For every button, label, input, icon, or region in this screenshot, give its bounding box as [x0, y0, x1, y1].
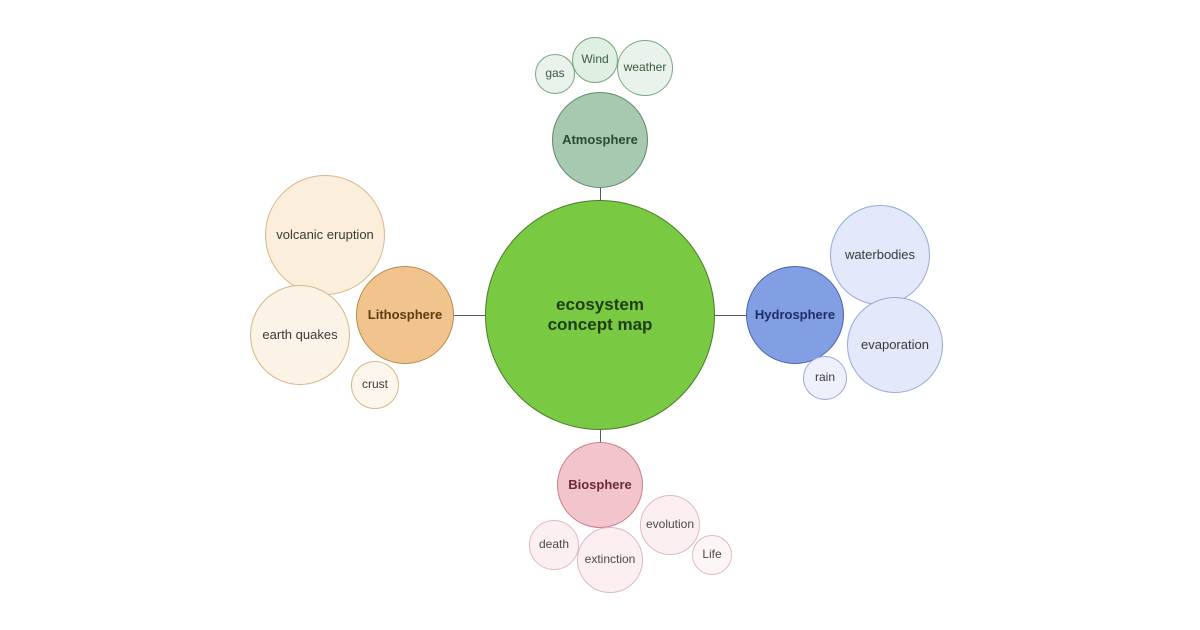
edge-center-left: [453, 315, 485, 316]
node-death: death: [529, 520, 579, 570]
node-evolution: evolution: [640, 495, 700, 555]
node-label: evolution: [642, 514, 698, 536]
concept-map: ecosystemconcept map Atmosphere gas Windwea…: [0, 0, 1200, 630]
node-label: earth quakes: [258, 324, 341, 347]
node-volcanic: volcanic eruption: [265, 175, 385, 295]
node-lithosphere: Lithosphere: [356, 266, 454, 364]
node-life: Life: [692, 535, 732, 575]
node-label: crust: [358, 374, 392, 396]
node-label: volcanic eruption: [272, 224, 378, 247]
node-label: weather: [620, 57, 671, 79]
node-wind: Wind: [572, 37, 618, 83]
node-label: Lithosphere: [364, 304, 446, 327]
node-center: ecosystemconcept map: [485, 200, 715, 430]
node-waterbodies: waterbodies: [830, 205, 930, 305]
node-label: Life: [698, 544, 725, 566]
node-extinction: extinction: [577, 527, 643, 593]
node-gas: gas: [535, 54, 575, 94]
node-earthquakes: earth quakes: [250, 285, 350, 385]
node-label: ecosystemconcept map: [544, 291, 657, 338]
node-label: Atmosphere: [558, 129, 642, 152]
node-label: Hydrosphere: [751, 304, 839, 327]
node-hydrosphere: Hydrosphere: [746, 266, 844, 364]
node-label: waterbodies: [841, 244, 919, 267]
node-label: extinction: [581, 549, 640, 571]
node-biosphere: Biosphere: [557, 442, 643, 528]
node-label: rain: [811, 367, 839, 389]
node-atmosphere: Atmosphere: [552, 92, 648, 188]
node-crust: crust: [351, 361, 399, 409]
edge-center-right: [715, 315, 747, 316]
node-label: gas: [541, 63, 568, 85]
node-label: Wind: [577, 49, 612, 71]
node-rain: rain: [803, 356, 847, 400]
node-label: death: [535, 534, 573, 556]
node-evaporation: evaporation: [847, 297, 943, 393]
node-label: Biosphere: [564, 474, 636, 497]
node-label: evaporation: [857, 334, 933, 357]
node-weather: weather: [617, 40, 673, 96]
